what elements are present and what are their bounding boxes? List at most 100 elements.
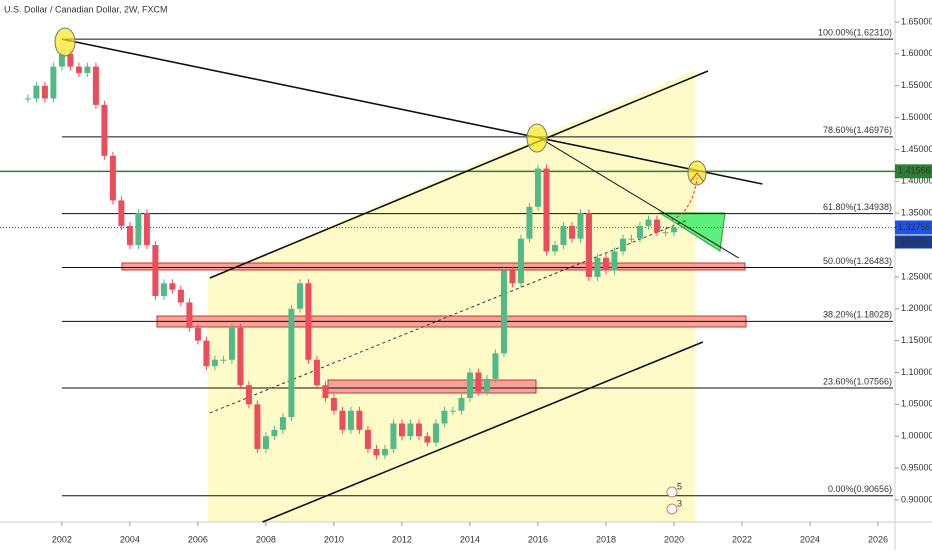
fib-label: 100.00%(1.62310) — [818, 28, 892, 38]
candle — [169, 283, 176, 290]
countdown-tag — [895, 235, 932, 249]
candle — [534, 168, 541, 207]
x-tick-label: 2010 — [324, 534, 344, 544]
candle — [594, 257, 601, 277]
plot: 100.00%(1.62310) 78.60%(1.46976) 61.80%(1.… — [0, 28, 895, 523]
candle — [75, 66, 82, 73]
candle — [517, 238, 524, 284]
candle — [458, 397, 465, 411]
candle — [279, 417, 286, 430]
candle — [305, 283, 312, 360]
x-tick-label: 2022 — [732, 534, 752, 544]
y-tick-label: 1.00000 — [901, 431, 932, 441]
candle — [390, 423, 397, 449]
candle — [415, 423, 422, 437]
candle — [288, 308, 295, 418]
candle — [322, 385, 329, 398]
x-tick-label: 2004 — [120, 534, 140, 544]
trendline — [537, 136, 739, 259]
x-tick-label: 2014 — [460, 534, 480, 544]
candle — [347, 410, 354, 430]
y-tick-label: 1.50000 — [901, 112, 932, 122]
candle — [194, 327, 201, 341]
x-tick-label: 2016 — [528, 534, 548, 544]
candle — [560, 225, 567, 246]
candle — [58, 53, 65, 67]
candle — [135, 213, 142, 246]
y-tick-label: 1.05000 — [901, 399, 932, 409]
candle — [373, 448, 380, 456]
candle — [143, 213, 150, 246]
candle — [407, 423, 414, 437]
y-tick-label: 0.95000 — [901, 462, 932, 472]
x-tick-label: 2006 — [188, 534, 208, 544]
candle — [356, 410, 363, 430]
candle — [203, 340, 210, 367]
x-tick-label: 2002 — [52, 534, 72, 544]
resistance-label: 1.41566 — [898, 166, 931, 176]
event-icon[interactable] — [666, 503, 678, 515]
x-tick-label: 2026 — [868, 534, 888, 544]
candle — [118, 200, 125, 226]
candle — [92, 66, 99, 105]
candle — [254, 404, 261, 449]
candle — [364, 429, 371, 449]
candle — [551, 245, 558, 252]
fib-label: 38.20%(1.18028) — [823, 310, 892, 320]
candle — [449, 410, 456, 412]
candle — [152, 245, 159, 297]
y-tick-label: 1.25000 — [901, 271, 932, 281]
trendline — [262, 341, 704, 523]
candle — [381, 448, 388, 456]
fib-label: 0.00%(0.90656) — [828, 484, 892, 494]
y-tick-label: 1.60000 — [901, 48, 932, 58]
target-triangle — [658, 212, 726, 252]
candle — [636, 225, 643, 239]
candle — [662, 232, 669, 234]
candle — [237, 327, 244, 386]
candle — [296, 283, 303, 309]
y-tick-label: 1.20000 — [901, 303, 932, 313]
candle — [50, 66, 57, 99]
candle — [24, 98, 31, 100]
candle — [602, 257, 609, 271]
candle — [339, 410, 346, 430]
y-tick-label: 1.40000 — [901, 176, 932, 186]
event-icon[interactable] — [666, 486, 678, 498]
candle — [211, 359, 218, 367]
highlight — [54, 27, 76, 57]
candle — [262, 436, 269, 449]
candle — [109, 155, 116, 201]
candle — [466, 372, 473, 398]
trendline — [61, 38, 763, 185]
x-tick-label: 2020 — [664, 534, 684, 544]
candle — [186, 302, 193, 328]
candle — [653, 219, 660, 233]
price-tag — [895, 220, 932, 235]
y-tick-label: 0.90000 — [901, 494, 932, 504]
candle — [271, 429, 278, 437]
event-count: 3 — [677, 498, 682, 508]
y-tick-label: 1.10000 — [901, 367, 932, 377]
candle — [432, 423, 439, 443]
candle — [41, 85, 48, 99]
fib-label: 78.60%(1.46976) — [823, 125, 892, 135]
fib-label: 50.00%(1.26483) — [823, 256, 892, 266]
arrow-head — [689, 172, 705, 183]
x-tick-label: 2024 — [800, 534, 820, 544]
y-tick-label: 1.55000 — [901, 80, 932, 90]
candle — [160, 283, 167, 297]
candle — [492, 353, 499, 379]
y-tick-label: 1.35000 — [901, 208, 932, 218]
candle — [619, 238, 626, 252]
candle — [628, 238, 635, 240]
candle — [670, 227, 677, 233]
candle — [543, 168, 550, 252]
candle — [245, 385, 252, 405]
fib-label: 61.80%(1.34938) — [823, 202, 892, 212]
candle — [611, 251, 618, 271]
fib-label: 23.60%(1.07566) — [823, 376, 892, 386]
candle — [398, 423, 405, 437]
candle — [101, 104, 108, 156]
